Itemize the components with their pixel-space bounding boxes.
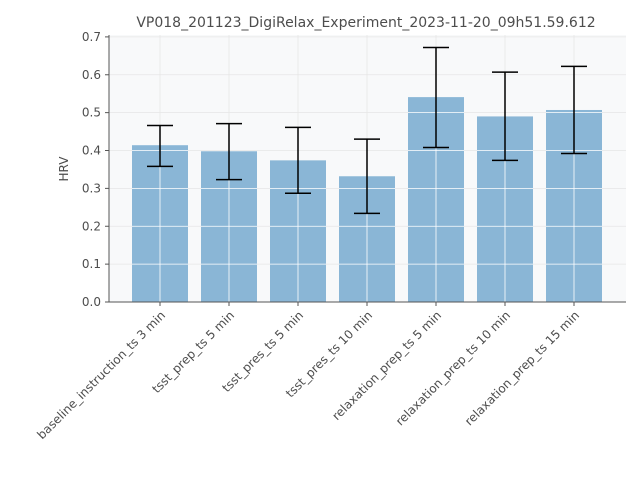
bars xyxy=(132,97,602,302)
x-tick-label: baseline_instruction_ts 3 min xyxy=(34,308,168,442)
x-tick-label: relaxation_prep_ts 10 min xyxy=(393,308,513,428)
chart-title: VP018_201123_DigiRelax_Experiment_2023-1… xyxy=(136,15,595,31)
y-tick-label: 0.5 xyxy=(82,106,101,120)
y-tick-label: 0.7 xyxy=(82,30,101,44)
y-tick-label: 0.3 xyxy=(82,181,101,195)
y-axis-label: HRV xyxy=(57,156,71,182)
y-tick-label: 0.6 xyxy=(82,68,101,82)
error-bars xyxy=(147,46,587,215)
y-tick-label: 0.2 xyxy=(82,219,101,233)
y-tick-label: 0.0 xyxy=(82,295,101,309)
x-ticks: baseline_instruction_ts 3 mintsst_prep_t… xyxy=(34,302,582,442)
x-tick-label: relaxation_prep_ts 15 min xyxy=(462,308,582,428)
y-tick-label: 0.4 xyxy=(82,144,101,158)
y-ticks: 0.0 0.1 0.2 0.3 0.4 0.5 0.6 0.7 xyxy=(82,30,109,309)
y-tick-label: 0.1 xyxy=(82,257,101,271)
x-tick-label: relaxation_prep_ts 5 min xyxy=(329,308,444,423)
